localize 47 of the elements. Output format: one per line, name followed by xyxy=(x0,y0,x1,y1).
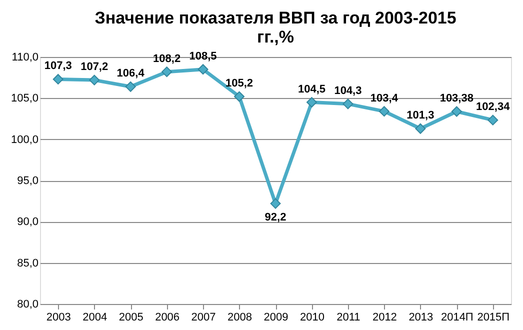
y-tick-label: 100,0 xyxy=(10,134,38,146)
point xyxy=(198,64,208,75)
x-tick-label: 2014П xyxy=(440,312,474,324)
x-tick-label: 2007 xyxy=(191,312,216,324)
point xyxy=(234,91,245,102)
y-tick-label: 110,0 xyxy=(12,52,38,64)
point xyxy=(89,74,100,86)
data-label: 103,38 xyxy=(440,92,474,105)
point xyxy=(52,74,64,84)
point xyxy=(306,97,317,108)
x-tick-label: 2013 xyxy=(408,312,434,324)
point xyxy=(342,98,354,110)
data-label: 103,4 xyxy=(370,92,399,104)
data-label: 107,3 xyxy=(44,60,72,72)
y-tick-label: 95,0 xyxy=(17,175,38,187)
point xyxy=(162,66,172,78)
y-tick-label: 105,0 xyxy=(10,92,38,105)
x-tick-label: 2004 xyxy=(82,312,108,324)
x-tick-label: 2008 xyxy=(228,312,252,324)
x-tick-label: 2012 xyxy=(372,312,397,324)
x-tick-label: 2003 xyxy=(46,312,71,324)
data-label: 92,2 xyxy=(264,212,286,224)
x-tick-label: 2005 xyxy=(118,312,144,324)
x-tick-label: 2015П xyxy=(477,312,510,324)
y-tick-label: 80,0 xyxy=(17,298,38,310)
point xyxy=(415,123,426,134)
x-tick-label: 2006 xyxy=(155,312,180,324)
y-tick-label: 90,0 xyxy=(17,216,38,228)
point xyxy=(378,106,390,117)
x-tick-label: 2009 xyxy=(264,312,288,324)
data-label: 107,2 xyxy=(80,61,108,74)
data-label: 105,2 xyxy=(226,78,254,90)
data-label: 101,3 xyxy=(406,110,434,122)
x-tick-label: 2010 xyxy=(300,312,324,324)
data-label: 106,4 xyxy=(116,68,146,80)
point xyxy=(125,81,136,92)
data-label: 108,2 xyxy=(153,52,181,65)
point xyxy=(270,198,281,209)
x-tick-label: 2011 xyxy=(336,312,360,324)
data-label: 104,3 xyxy=(334,84,362,97)
chart-title: Значение показателя ВВП за год 2003-2015 гг.,% xyxy=(94,8,456,46)
data-label: 104,5 xyxy=(298,83,326,96)
point xyxy=(451,106,462,117)
data-label: 102,34 xyxy=(476,101,511,114)
data-label: 108,5 xyxy=(189,50,217,62)
point xyxy=(488,114,498,126)
y-tick-label: 85,0 xyxy=(17,257,38,270)
